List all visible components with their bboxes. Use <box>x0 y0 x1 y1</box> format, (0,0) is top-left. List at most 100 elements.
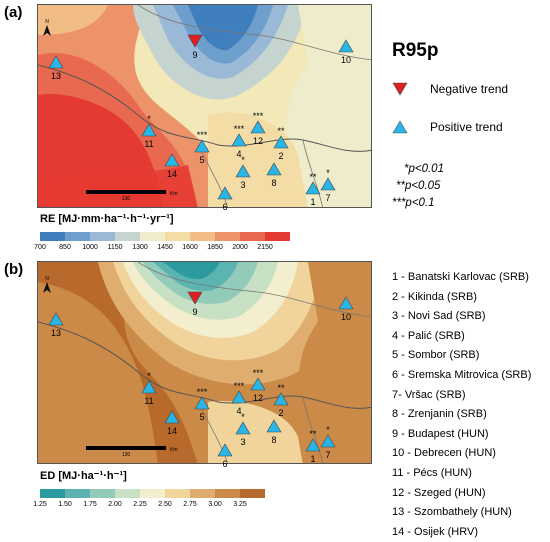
station-marker-12: 12 *** <box>250 368 266 403</box>
significance-stars: *** <box>234 124 245 134</box>
colorbar-tick-label: 1300 <box>132 244 148 251</box>
significance-stars: * <box>241 155 245 165</box>
significance-1: *p<0.01 <box>404 163 444 175</box>
colorbar-tick-label: 1450 <box>157 244 173 251</box>
legend-positive-label: Positive trend <box>430 120 503 134</box>
significance-stars: * <box>326 425 330 435</box>
significance-3: ***p<0.1 <box>392 197 435 209</box>
station-marker-1: 1 ** <box>305 172 321 207</box>
significance-stars: * <box>147 114 151 124</box>
significance-stars: *** <box>197 130 208 140</box>
positive-trend-triangle-icon <box>266 419 282 433</box>
colorbar-segment <box>40 489 65 498</box>
station-marker-4: 4 *** <box>231 124 247 159</box>
station-number-label: 8 <box>271 178 276 188</box>
positive-trend-triangle-icon <box>48 312 64 326</box>
colorbar-tick-label: 1.25 <box>33 501 47 508</box>
colorbar-tick-label: 1.50 <box>58 501 72 508</box>
scale-bar: 130 Km <box>86 190 178 202</box>
positive-trend-triangle-icon <box>338 296 354 310</box>
colorbar-segment <box>115 489 140 498</box>
panel-b-label: (b) <box>4 261 24 278</box>
scale-unit: Km <box>170 447 178 453</box>
positive-triangle-icon <box>392 120 408 134</box>
station-list-item: 11 - Pécs (HUN) <box>392 466 472 479</box>
station-number-label: 14 <box>167 426 177 436</box>
station-marker-7: 7* <box>320 168 336 203</box>
significance-stars: * <box>147 371 151 381</box>
station-number-label: 4 <box>236 149 241 159</box>
station-marker-10: 10 <box>338 296 354 322</box>
colorbar-b-ticks: 1.25 1.50 1.75 2.00 2.25 2.50 2.75 3.00 3.25 <box>33 501 265 511</box>
positive-trend-triangle-icon <box>273 135 289 149</box>
colorbar-segment <box>90 489 115 498</box>
significance-stars: *** <box>253 368 264 378</box>
station-number-label: 10 <box>341 312 351 322</box>
station-list-item: 2 - Kikinda (SRB) <box>392 290 477 303</box>
station-list-item: 12 - Szeged (HUN) <box>392 486 486 499</box>
station-number-label: 7 <box>325 450 330 460</box>
colorbar-tick-label: 3.25 <box>233 501 247 508</box>
significance-stars: * <box>326 168 330 178</box>
colorbar-tick-label: 700 <box>34 244 46 251</box>
positive-trend-triangle-icon <box>231 133 247 147</box>
colorbar-segment <box>65 489 90 498</box>
north-label: N <box>45 276 49 282</box>
map-a <box>37 4 372 208</box>
map-overlay: 1**2**3*4***5***67*89 1011*12***13141**2*… <box>43 19 354 469</box>
station-number-label: 14 <box>167 169 177 179</box>
scale-value: 130 <box>122 452 131 458</box>
station-number-label: 5 <box>199 412 204 422</box>
station-list-item: 13 - Szombathely (HUN) <box>392 506 512 519</box>
colorbar-segment <box>40 232 65 241</box>
positive-trend-triangle-icon <box>266 162 282 176</box>
north-label: N <box>45 19 49 25</box>
significance-stars: ** <box>309 429 317 439</box>
colorbar-tick-label: 2.00 <box>108 501 122 508</box>
station-marker-6: 6 <box>217 186 233 212</box>
positive-trend-triangle-icon <box>48 55 64 69</box>
station-number-label: 10 <box>341 55 351 65</box>
station-marker-10: 10 <box>338 39 354 65</box>
station-marker-11: 11 * <box>141 371 157 406</box>
significance-stars: *** <box>234 381 245 391</box>
colorbar-segment <box>65 232 90 241</box>
colorbar-tick-label: 850 <box>59 244 71 251</box>
station-number-label: 12 <box>253 136 263 146</box>
colorbar-tick-label: 1.75 <box>83 501 97 508</box>
colorbar-b <box>40 489 265 498</box>
station-marker-4: 4 *** <box>231 381 247 416</box>
station-list-item: 1 - Banatski Karlovac (SRB) <box>392 271 529 283</box>
station-number-label: 1 <box>310 454 315 464</box>
colorbar-tick-label: 1600 <box>182 244 198 251</box>
scale-unit: Km <box>170 191 178 197</box>
station-marker-5: 5 *** <box>194 130 210 165</box>
station-list-item: 10 - Debrecen (HUN) <box>392 447 496 460</box>
positive-trend-triangle-icon <box>235 421 251 435</box>
north-arrow-icon: N <box>43 276 51 293</box>
station-marker-14: 14 <box>164 410 180 436</box>
positive-trend-triangle-icon <box>217 443 233 457</box>
scale-bar: 130 Km <box>86 446 178 458</box>
station-marker-8: 8 <box>266 419 282 445</box>
colorbar-segment <box>165 232 190 241</box>
significance-stars: ** <box>309 172 317 182</box>
station-list-item: 14 - Osijek (HRV) <box>392 525 478 538</box>
station-marker-2: 2 ** <box>273 383 289 418</box>
station-marker-6: 6 <box>217 443 233 469</box>
station-marker-13: 13 <box>48 55 64 81</box>
station-number-label: 11 <box>144 396 153 406</box>
colorbar-b-title: ED [MJ·ha⁻¹·h⁻¹] <box>40 470 127 482</box>
positive-trend-triangle-icon <box>305 181 321 195</box>
colorbar-segment <box>90 232 115 241</box>
positive-trend-triangle-icon <box>141 123 157 137</box>
station-number-label: 4 <box>236 406 241 416</box>
significance-stars: *** <box>253 111 264 121</box>
station-marker-3: 3* <box>235 155 251 190</box>
station-marker-9: 9 <box>187 34 203 60</box>
map-b <box>37 261 372 464</box>
station-marker-12: 12 *** <box>250 111 266 146</box>
positive-trend-triangle-icon <box>250 377 266 391</box>
positive-trend-triangle-icon <box>250 120 266 134</box>
station-marker-11: 11 * <box>141 114 157 149</box>
